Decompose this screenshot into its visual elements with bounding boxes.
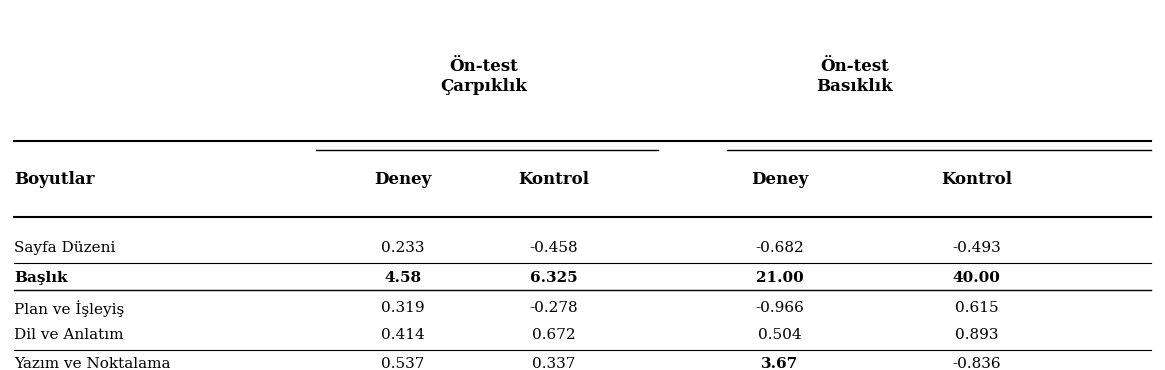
Text: 40.00: 40.00: [953, 272, 1001, 285]
Text: 0.893: 0.893: [955, 328, 998, 342]
Text: Deney: Deney: [374, 171, 431, 188]
Text: 0.233: 0.233: [381, 241, 424, 255]
Text: 0.319: 0.319: [381, 302, 424, 316]
Text: 3.67: 3.67: [761, 357, 798, 370]
Text: Yazım ve Noktalama: Yazım ve Noktalama: [14, 357, 171, 370]
Text: Boyutlar: Boyutlar: [14, 171, 94, 188]
Text: 0.414: 0.414: [381, 328, 425, 342]
Text: 6.325: 6.325: [530, 272, 578, 285]
Text: 0.504: 0.504: [757, 328, 802, 342]
Text: Ön-test
Çarpıklık: Ön-test Çarpıklık: [440, 58, 528, 95]
Text: -0.493: -0.493: [952, 241, 1001, 255]
Text: Deney: Deney: [751, 171, 809, 188]
Text: Dil ve Anlatım: Dil ve Anlatım: [14, 328, 123, 342]
Text: Sayfa Düzeni: Sayfa Düzeni: [14, 241, 115, 255]
Text: 0.615: 0.615: [955, 302, 998, 316]
Text: 0.537: 0.537: [381, 357, 424, 370]
Text: 4.58: 4.58: [384, 272, 422, 285]
Text: Ön-test
Basıklık: Ön-test Basıklık: [817, 58, 894, 95]
Text: Başlık: Başlık: [14, 272, 68, 285]
Text: 0.672: 0.672: [531, 328, 576, 342]
Text: -0.682: -0.682: [755, 241, 804, 255]
Text: Kontrol: Kontrol: [941, 171, 1012, 188]
Text: -0.278: -0.278: [529, 302, 578, 316]
Text: Kontrol: Kontrol: [518, 171, 589, 188]
Text: Plan ve İşleyiş: Plan ve İşleyiş: [14, 300, 125, 317]
Text: -0.458: -0.458: [529, 241, 578, 255]
Text: -0.836: -0.836: [953, 357, 1001, 370]
Text: 21.00: 21.00: [756, 272, 804, 285]
Text: 0.337: 0.337: [532, 357, 576, 370]
Text: -0.966: -0.966: [755, 302, 804, 316]
